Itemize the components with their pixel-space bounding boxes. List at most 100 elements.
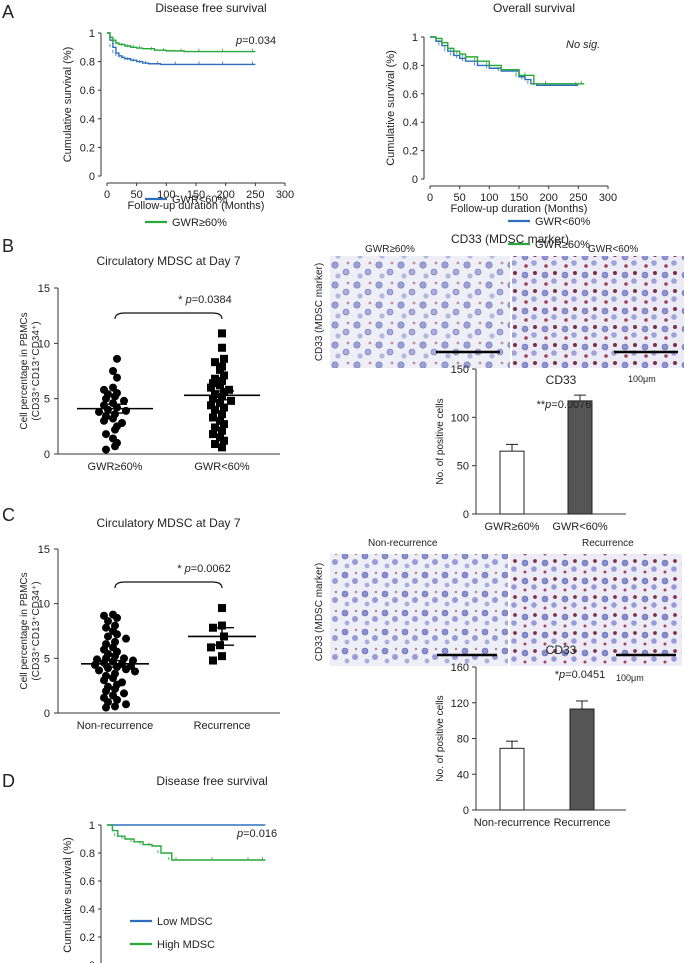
- y-tick-label-c-bar: 80: [457, 734, 469, 746]
- panel-letter-c: C: [2, 505, 15, 525]
- data-point: [211, 374, 219, 383]
- survival-curve-gwr60: [430, 36, 579, 86]
- data-point: [111, 702, 119, 711]
- data-point: [113, 630, 121, 639]
- y-tick-label-d: 0.2: [80, 932, 95, 944]
- micrograph-c-left-image: [330, 554, 508, 666]
- y-axis-label2-c-scatter: (CD33⁺CD13⁺CD34⁺): [31, 581, 42, 680]
- y-axis-label-b-bar: No. of positive cells: [435, 398, 446, 484]
- data-point: [209, 394, 217, 403]
- data-point: [218, 443, 226, 452]
- data-point: [122, 634, 130, 643]
- data-point: [102, 703, 110, 712]
- y-tick-label-c-scatter: 0: [44, 708, 50, 720]
- y-tick-label-d: 1: [89, 820, 95, 832]
- data-point: [102, 445, 110, 454]
- data-point: [120, 396, 128, 405]
- legend-label-0: GWR<60%: [535, 216, 591, 228]
- data-point: [104, 664, 112, 673]
- p-symbol: p: [544, 399, 551, 411]
- x-tick-label-b-bar: GWR≥60%: [485, 521, 540, 533]
- data-point: [113, 695, 121, 704]
- y-tick-label-a1: 0: [89, 171, 95, 183]
- data-point: [104, 617, 112, 626]
- legend-label-0: GWR<60%: [172, 194, 228, 206]
- x-tick-label-a1: 300: [276, 189, 294, 201]
- star: **: [537, 399, 546, 411]
- y-axis-label2-b-scatter: (CD33⁺CD13⁺CD34⁺): [31, 321, 42, 420]
- data-point: [91, 660, 99, 669]
- data-point: [211, 440, 219, 449]
- p-value: =0.0062: [191, 563, 231, 575]
- x-tick-label-a2: 0: [427, 192, 433, 204]
- legend-label-1: GWR≥60%: [535, 239, 590, 251]
- y-tick-label-a2: 1: [412, 32, 418, 44]
- legend-label-0: Low MDSC: [157, 916, 213, 928]
- y-tick-label-a2: 0.6: [403, 89, 418, 101]
- data-point: [109, 367, 117, 375]
- y-tick-label-c-scatter: 10: [38, 599, 50, 611]
- data-point: [211, 423, 219, 432]
- chart-title-a2: Overall survival: [493, 1, 575, 15]
- bar-1: [569, 708, 595, 811]
- p-value: =0.034: [242, 35, 276, 47]
- y-tick-label-a1: 0.2: [80, 142, 95, 154]
- data-point: [207, 401, 215, 410]
- p-symbol: p: [558, 669, 565, 681]
- x-tick-label-a2: 50: [454, 192, 466, 204]
- survival-curve-gwr60: [430, 36, 585, 85]
- x-tick-label-b-bar: GWR<60%: [552, 521, 608, 533]
- p-value-annotation-c-scatter: * p=0.0062: [177, 563, 231, 575]
- data-point: [218, 343, 226, 352]
- p-symbol: p: [236, 828, 243, 840]
- data-point: [207, 643, 215, 652]
- x-tick-label-a2: 250: [569, 192, 587, 204]
- x-tick-label-a2: 200: [539, 192, 557, 204]
- data-point: [218, 329, 226, 338]
- chart-title-a1: Disease free survival: [155, 1, 266, 15]
- y-tick-label-b-scatter: 15: [38, 283, 50, 295]
- y-tick-label-d: 0.4: [80, 904, 95, 916]
- data-point: [216, 365, 224, 374]
- y-tick-label-a2: 0: [412, 174, 418, 186]
- data-point: [120, 689, 128, 698]
- panel-letter-b: B: [2, 236, 14, 256]
- y-tick-label-a2: 0.4: [403, 117, 418, 129]
- p-value-annotation-d: p=0.016: [236, 828, 277, 840]
- data-point: [220, 420, 228, 429]
- data-point: [102, 687, 110, 696]
- data-point: [220, 436, 228, 445]
- micrograph-c-right-image: [510, 554, 682, 666]
- y-tick-label-b-bar: 50: [457, 461, 469, 473]
- y-tick-label-c-scatter: 5: [44, 653, 50, 665]
- y-tick-label-a1: 0.8: [80, 57, 95, 69]
- chart-title-c-scatter: Circulatory MDSC at Day 7: [96, 516, 240, 530]
- p-symbol: p: [185, 294, 192, 306]
- data-point: [209, 656, 217, 665]
- data-point: [220, 354, 228, 363]
- data-point: [102, 394, 110, 403]
- x-tick-label-c-scatter: Non-recurrence: [77, 720, 153, 732]
- y-tick-label-c-bar: 160: [451, 662, 469, 674]
- x-tick-label-c-bar: Recurrence: [554, 817, 611, 829]
- y-tick-label-b-scatter: 10: [38, 338, 50, 350]
- data-point: [207, 383, 215, 392]
- data-point: [113, 373, 121, 382]
- micrograph-panel-c: Non-recurrence Recurrence CD33 (MDSC mar…: [314, 538, 682, 683]
- p-symbol: p: [235, 35, 242, 47]
- y-axis-label-c-bar: No. of positive cells: [435, 695, 446, 781]
- data-point: [109, 674, 117, 683]
- micrograph-panel-b: CD33 (MDSC marker) GWR≥60% GWR<60% CD33 …: [314, 232, 684, 384]
- x-axis-label-a1: Follow-up duration (Months): [128, 200, 265, 212]
- bar-1: [567, 400, 593, 515]
- data-point: [111, 392, 119, 401]
- data-point: [218, 376, 226, 385]
- y-tick-label-d: 0: [89, 960, 95, 963]
- x-tick-label-a1: 0: [104, 189, 110, 201]
- y-tick-label-b-scatter: 5: [44, 394, 50, 406]
- micrograph-b-scale-label: 100μm: [628, 374, 656, 384]
- chart-title-b-bar: CD33: [546, 373, 577, 387]
- data-point: [209, 379, 217, 388]
- micrograph-b-side-label: CD33 (MDSC marker): [314, 263, 325, 361]
